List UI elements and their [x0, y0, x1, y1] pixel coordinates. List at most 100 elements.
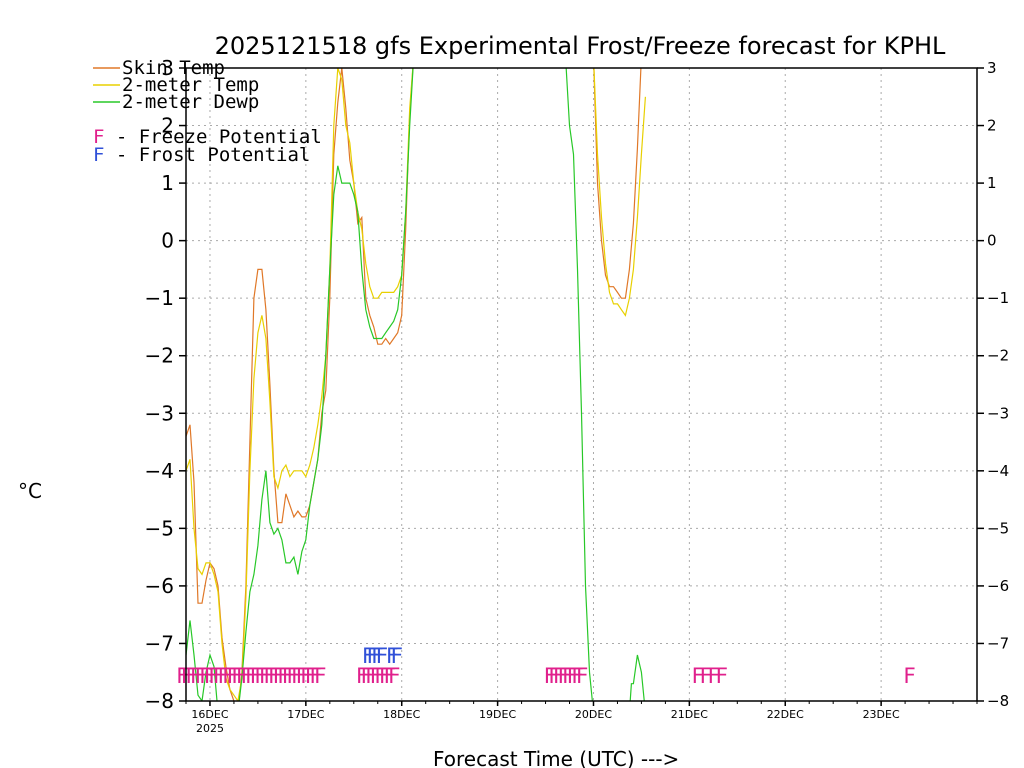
freeze-marker: F [190, 664, 203, 688]
x-tick-label: 17DEC [287, 708, 324, 721]
y-tick-label-right: −3 [987, 404, 1009, 422]
freeze-marker: F [365, 664, 378, 688]
freeze-marker: F [250, 664, 263, 688]
y-tick-label-right: 3 [987, 59, 997, 77]
freeze-marker: F [194, 664, 207, 688]
freeze-marker: F [553, 664, 566, 688]
y-tick-label-left: 0 [161, 229, 174, 253]
freeze-marker: F [286, 664, 299, 688]
x-axis-label: Forecast Time (UTC) ---> [433, 747, 679, 768]
y-tick-label-left: 1 [161, 171, 174, 195]
freeze-marker: F [360, 664, 373, 688]
y-tick-label-right: −1 [987, 289, 1009, 307]
freeze-marker: F [199, 664, 212, 688]
freeze-marker: F [544, 664, 557, 688]
y-tick-label-right: 2 [987, 117, 997, 135]
y-tick-label-left: −6 [145, 574, 174, 598]
freeze-marker: F [707, 664, 720, 688]
freeze-marker: F [259, 664, 272, 688]
y-tick-label-right: −2 [987, 347, 1009, 365]
x-tick-label: 23DEC [863, 708, 900, 721]
freeze-marker: F [715, 664, 728, 688]
y-tick-label-left: 2 [161, 114, 174, 138]
y-tick-label-right: −6 [987, 577, 1009, 595]
y-tick-label-right: −5 [987, 519, 1009, 537]
y-tick-label-left: −5 [145, 516, 174, 540]
freeze-marker: F [181, 664, 194, 688]
freeze-marker: F [268, 664, 281, 688]
frost-marker: F [390, 644, 403, 668]
freeze-marker: F [245, 664, 258, 688]
freeze-marker: F [314, 664, 327, 688]
freeze-marker: F [213, 664, 226, 688]
series-lines [186, 68, 646, 701]
frost-marker: F [386, 644, 399, 668]
freeze-marker: F [217, 664, 230, 688]
y-tick-label-right: 0 [987, 232, 997, 250]
frost-marker: F [371, 644, 384, 668]
y-tick-label-left: −1 [145, 286, 174, 310]
freeze-marker: F [370, 664, 383, 688]
freeze-marker: F [699, 664, 712, 688]
series-line-2-meter-dewp [186, 620, 218, 701]
y-tick-label-right: −4 [987, 462, 1009, 480]
x-tick-label: 19DEC [479, 708, 516, 721]
y-axis-ticks: 3 3 2 2 1 1 0 0 −1 −1 −2 −2 −3 −3 −4 −4 −5 −5 −6 −6 −7 −7 −8 −8 [145, 56, 1010, 713]
legend-label: 2-meter Dewp [122, 91, 259, 113]
freeze-marker: F [305, 664, 318, 688]
frost-marker: F [366, 644, 379, 668]
freeze-marker: F [222, 664, 235, 688]
freeze-marker: F [374, 664, 387, 688]
y-tick-label-left: 3 [161, 56, 174, 80]
freeze-marker: F [227, 664, 240, 688]
freeze-marker: F [383, 664, 396, 688]
freeze-marker: F [291, 664, 304, 688]
freeze-marker: F [272, 664, 285, 688]
freeze-marker: F [254, 664, 267, 688]
y-tick-label-left: −7 [145, 631, 174, 655]
frost-marker: F [362, 644, 375, 668]
legend-note-letter: F [93, 126, 104, 148]
y-tick-label-right: −8 [987, 692, 1009, 710]
freeze-marker: F [571, 664, 584, 688]
freeze-marker: F [300, 664, 313, 688]
legend-note-text: - Frost Potential [104, 144, 310, 166]
freeze-marker: F [240, 664, 253, 688]
legend-label: 2-meter Temp [122, 74, 259, 96]
x-tick-label: 20DEC [575, 708, 612, 721]
chart-title: 2025121518 gfs Experimental Frost/Freeze… [215, 32, 946, 60]
y-tick-label-right: −7 [987, 634, 1009, 652]
y-axis-label: °C [18, 479, 42, 503]
freeze-marker: F [236, 664, 249, 688]
y-tick-label-left: −8 [145, 689, 174, 713]
series-line-skin-temp [186, 68, 414, 701]
freeze-marker: F [231, 664, 244, 688]
x-tick-label: 16DEC [191, 708, 228, 721]
freeze-marker: F [557, 664, 570, 688]
freeze-marker: F [379, 664, 392, 688]
legend-note-text: - Freeze Potential [104, 126, 321, 148]
freeze-marker: F [903, 664, 916, 688]
legend-note-letter: F [93, 144, 104, 166]
freeze-marker: F [185, 664, 198, 688]
x-tick-label: 21DEC [671, 708, 708, 721]
freeze-marker: F [356, 664, 369, 688]
legend-label: Skin Temp [122, 57, 225, 79]
freeze-marker: F [208, 664, 221, 688]
freeze-marker: F [388, 664, 401, 688]
legend-note: F - Freeze Potential [93, 126, 322, 148]
plot-frame [185, 67, 978, 702]
series-line-2-meter-temp [593, 68, 646, 317]
y-tick-label-left: −3 [145, 401, 174, 425]
freeze-marker: F [309, 664, 322, 688]
freeze-marker: F [548, 664, 561, 688]
frost-marker: F [376, 644, 389, 668]
series-line-2-meter-temp [186, 68, 414, 701]
freeze-marker: F [295, 664, 308, 688]
legend-note: F - Frost Potential [93, 144, 310, 166]
freeze-marker: F [204, 664, 217, 688]
freeze-marker: F [277, 664, 290, 688]
